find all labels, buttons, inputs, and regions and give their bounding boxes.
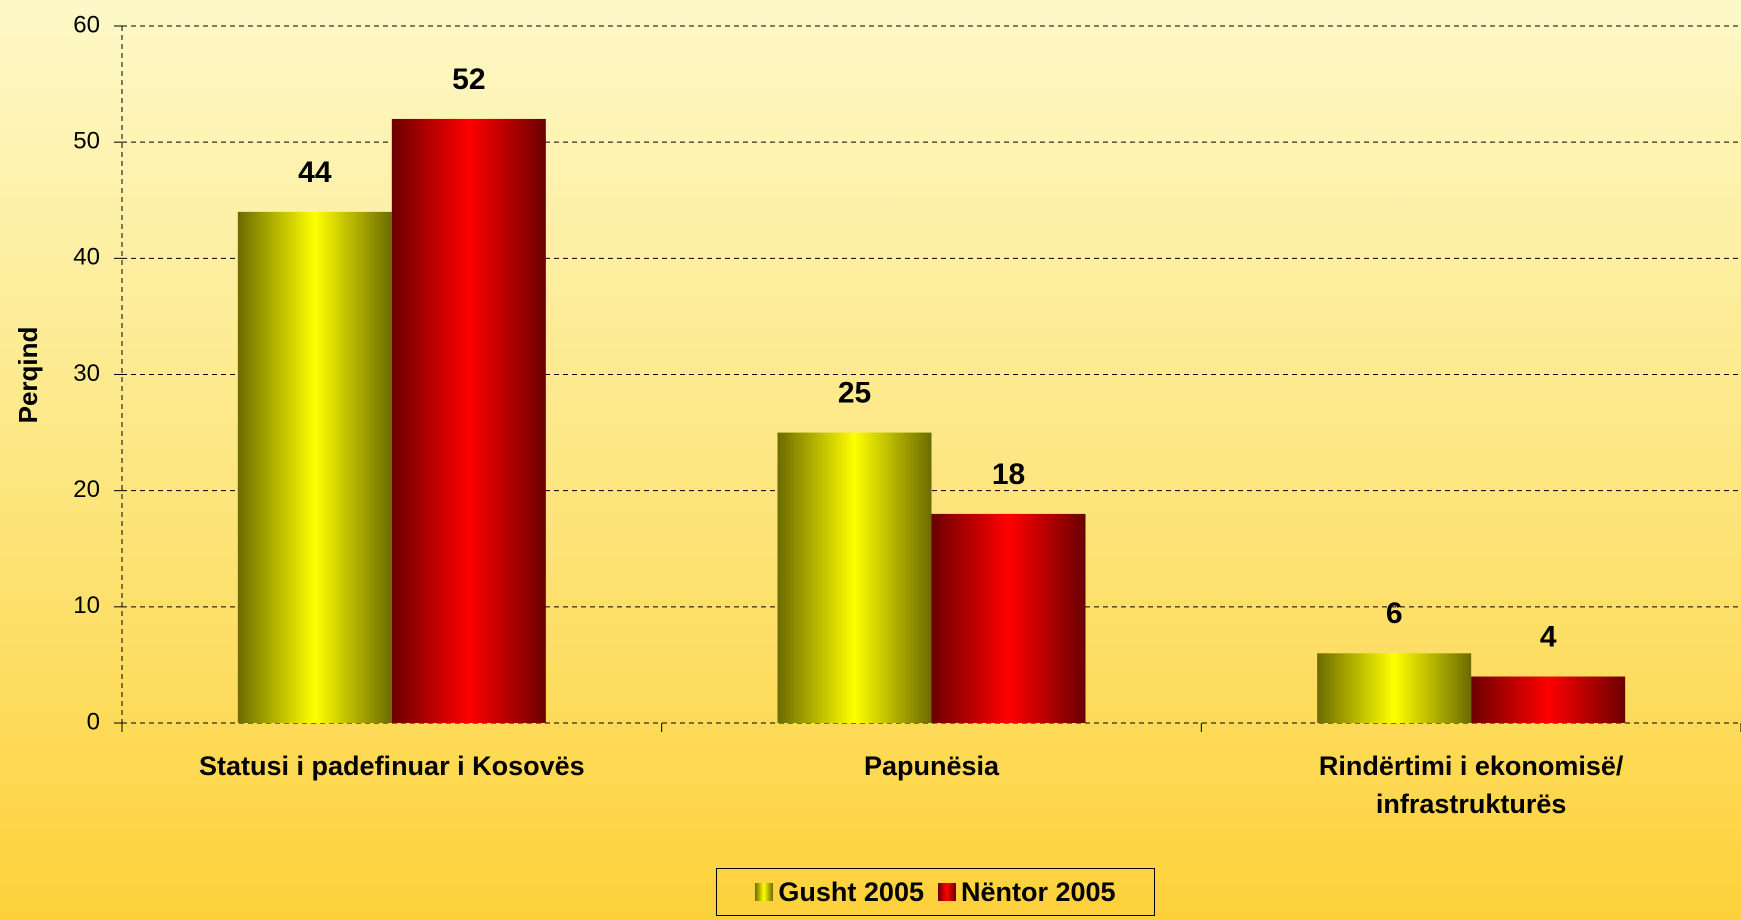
y-tick-label: 10 (73, 592, 100, 619)
x-tick-label: Papunësia (863, 751, 1000, 781)
bar (1317, 653, 1472, 723)
data-label: 4 (1540, 620, 1557, 653)
legend-label: Gusht 2005 (778, 876, 924, 907)
data-label: 18 (992, 458, 1025, 491)
y-tick-label: 30 (73, 360, 100, 387)
legend-label: Nëntor 2005 (960, 876, 1116, 907)
y-tick-label: 20 (73, 476, 100, 503)
bar (777, 432, 932, 723)
data-label: 52 (452, 63, 485, 96)
data-label: 6 (1386, 597, 1403, 630)
bar (391, 118, 546, 723)
y-tick-label: 50 (73, 128, 100, 155)
legend: Gusht 2005 Nëntor 2005 (716, 868, 1155, 916)
bar (931, 513, 1086, 723)
y-tick-label: 0 (87, 708, 100, 735)
data-label: 25 (838, 377, 871, 410)
legend-item: Gusht 2005 (755, 877, 924, 908)
x-tick-label: Statusi i padefinuar i Kosovës (199, 751, 585, 781)
x-tick-label: Rindërtimi i ekonomisë/ infrastrukturës (1318, 751, 1624, 819)
y-axis-label: Perqind (13, 327, 43, 424)
y-tick-label: 60 (73, 11, 100, 38)
legend-item: Nëntor 2005 (937, 876, 1116, 908)
bar (237, 211, 392, 723)
bar (1471, 676, 1626, 723)
legend-swatch (755, 883, 774, 901)
y-tick-label: 40 (73, 244, 100, 271)
data-label: 44 (298, 156, 332, 189)
legend-swatch (937, 883, 956, 901)
